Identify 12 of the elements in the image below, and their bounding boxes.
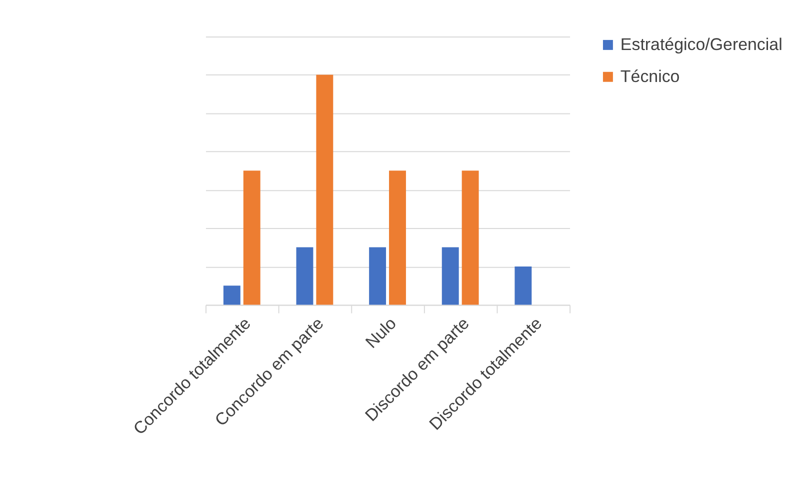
bar	[462, 170, 479, 305]
legend-label: Estratégico/Gerencial	[620, 34, 782, 54]
bar	[389, 170, 406, 305]
legend-label: Técnico	[620, 66, 680, 86]
bar	[442, 247, 459, 305]
x-tick-label: Nulo	[362, 314, 400, 352]
bar	[223, 286, 240, 305]
bar	[514, 266, 532, 305]
bar	[316, 74, 334, 305]
bar	[296, 247, 314, 305]
bar	[369, 247, 386, 305]
bar	[243, 170, 260, 305]
